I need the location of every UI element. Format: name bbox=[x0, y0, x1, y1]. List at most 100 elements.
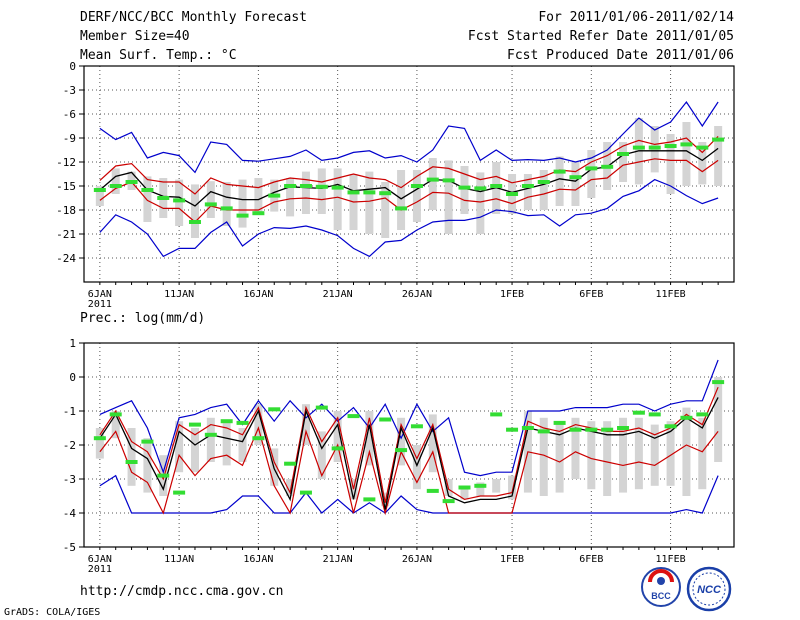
median-mark bbox=[109, 184, 122, 188]
y-tick-label: -15 bbox=[56, 180, 76, 193]
spread-box bbox=[682, 407, 691, 496]
spread-box bbox=[444, 160, 453, 234]
median-mark bbox=[252, 211, 265, 216]
median-mark bbox=[347, 190, 360, 195]
median-mark bbox=[664, 144, 677, 148]
median-mark bbox=[442, 178, 455, 183]
spread-box bbox=[365, 171, 374, 234]
median-mark bbox=[331, 185, 344, 190]
bcc-logo: BCC bbox=[641, 567, 681, 607]
median-mark bbox=[537, 180, 550, 184]
series-line-upper bbox=[99, 135, 719, 195]
median-mark bbox=[141, 188, 154, 192]
y-tick-label: -9 bbox=[63, 132, 76, 145]
median-mark bbox=[601, 164, 614, 169]
y-tick-label: 0 bbox=[69, 371, 76, 384]
spread-box bbox=[698, 142, 707, 185]
spread-box bbox=[412, 445, 421, 490]
median-mark bbox=[506, 192, 519, 196]
panel-1: 0 -3 -6 -9 -12 -15 -18 -21 -24 6JAN 11JAN 16JAN 21JA… bbox=[56, 60, 735, 310]
median-mark bbox=[93, 436, 106, 441]
median-mark bbox=[712, 380, 725, 385]
spread-box bbox=[190, 184, 199, 238]
median-mark bbox=[410, 424, 423, 429]
median-mark bbox=[220, 206, 233, 211]
spread-box bbox=[571, 162, 580, 206]
spread-box bbox=[603, 421, 612, 496]
x-tick-label: 6FEB bbox=[579, 554, 603, 565]
series-line-max bbox=[99, 100, 719, 174]
median-mark bbox=[617, 426, 630, 430]
series-line-min bbox=[99, 178, 719, 258]
median-mark bbox=[252, 436, 265, 441]
spread-box bbox=[714, 126, 723, 186]
median-mark bbox=[585, 427, 598, 432]
median-mark bbox=[632, 410, 645, 415]
spread-box bbox=[682, 122, 691, 186]
median-mark bbox=[569, 427, 582, 432]
median-mark bbox=[680, 415, 693, 420]
spread-box bbox=[301, 171, 310, 214]
x-tick-label: 6FEB bbox=[579, 289, 603, 300]
spread-box bbox=[476, 482, 485, 496]
median-mark bbox=[696, 412, 709, 417]
spread-box bbox=[460, 485, 469, 500]
spread-box bbox=[238, 179, 247, 228]
median-mark bbox=[204, 432, 217, 437]
median-mark bbox=[93, 188, 106, 192]
series-line-mean bbox=[99, 147, 719, 207]
spread-box bbox=[460, 166, 469, 214]
spread-box bbox=[397, 170, 406, 230]
ncc-logo: NCC bbox=[686, 566, 732, 612]
median-mark bbox=[553, 420, 566, 425]
footer-url[interactable]: http://cmdp.ncc.cma.gov.cn bbox=[80, 584, 284, 599]
spread-box bbox=[95, 428, 104, 459]
median-mark bbox=[426, 488, 439, 493]
variable-label-precipitation: Prec.: log(mm/d) bbox=[80, 311, 206, 326]
member-size: Member Size=40 bbox=[80, 29, 190, 44]
spread-box bbox=[175, 421, 184, 473]
median-mark bbox=[157, 196, 170, 200]
median-mark bbox=[236, 213, 249, 218]
median-mark bbox=[490, 412, 503, 417]
spread-box bbox=[555, 424, 564, 493]
spread-box bbox=[508, 475, 517, 500]
spread-box bbox=[301, 404, 310, 445]
x-year-label: 2011 bbox=[88, 299, 112, 310]
forecast-started-date: Fcst Started Refer Date 2011/01/05 bbox=[467, 29, 734, 44]
spread-box bbox=[286, 178, 295, 217]
x-tick-label: 11FEB bbox=[656, 554, 686, 565]
median-mark bbox=[521, 184, 534, 188]
spread-box bbox=[523, 174, 532, 210]
median-mark bbox=[648, 412, 661, 417]
spread-box bbox=[381, 182, 390, 238]
y-tick-label: -3 bbox=[63, 473, 76, 486]
median-mark bbox=[474, 186, 487, 191]
spread-box bbox=[397, 417, 406, 466]
spread-box bbox=[555, 156, 564, 206]
series-line-lower bbox=[99, 426, 719, 516]
spread-box bbox=[95, 186, 104, 206]
y-tick-label: -5 bbox=[63, 541, 76, 554]
spread-box bbox=[539, 417, 548, 496]
spread-box bbox=[111, 168, 120, 194]
median-mark bbox=[490, 184, 503, 188]
spread-box bbox=[381, 492, 390, 507]
x-tick-label: 6JAN bbox=[88, 554, 112, 565]
y-tick-label: -24 bbox=[56, 252, 76, 265]
spread-box bbox=[365, 411, 374, 466]
y-tick-label: -3 bbox=[63, 84, 76, 97]
spread-box bbox=[428, 414, 437, 473]
median-mark bbox=[442, 499, 455, 504]
x-tick-label: 1FEB bbox=[500, 289, 524, 300]
median-mark bbox=[141, 439, 154, 444]
median-mark bbox=[648, 145, 661, 150]
y-tick-label: 0 bbox=[69, 60, 76, 73]
median-mark bbox=[204, 202, 217, 207]
spread-box bbox=[428, 158, 437, 210]
x-tick-label: 6JAN bbox=[88, 289, 112, 300]
grads-credit: GrADS: COLA/IGES bbox=[4, 607, 101, 618]
median-mark bbox=[125, 180, 138, 184]
series-line-min bbox=[99, 474, 719, 514]
plot-frame bbox=[83, 342, 735, 548]
